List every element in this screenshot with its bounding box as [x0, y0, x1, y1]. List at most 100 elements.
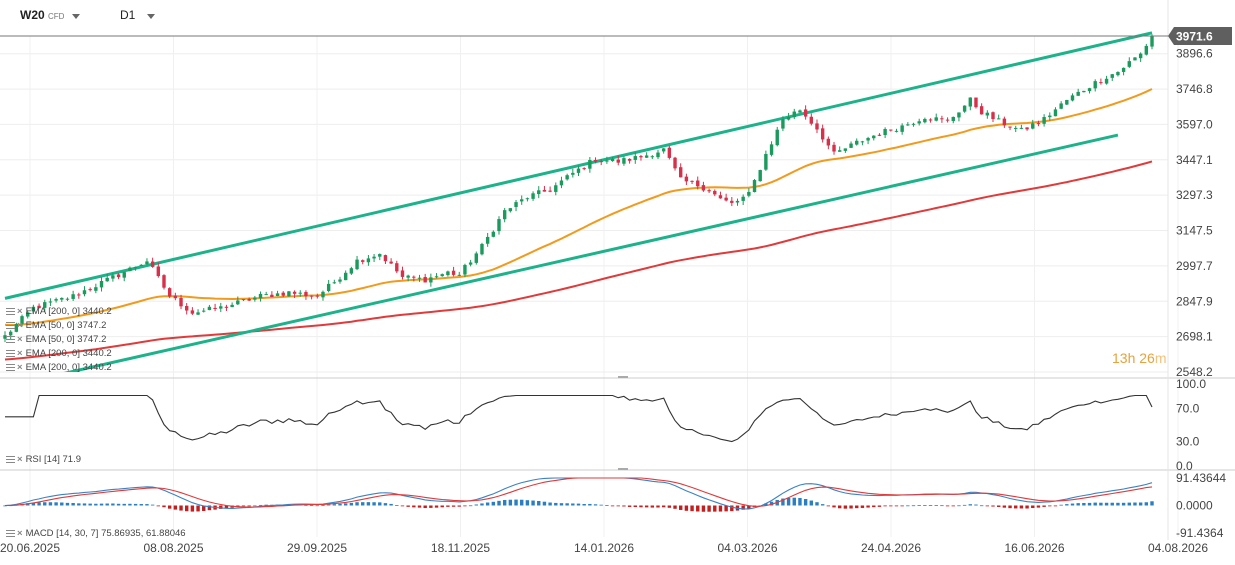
candle — [906, 122, 910, 126]
macd-histogram-bar — [855, 505, 859, 509]
candle — [184, 303, 189, 315]
macd-histogram-bar — [1025, 505, 1029, 509]
candle — [684, 173, 689, 185]
candle — [616, 155, 620, 166]
candle-body — [644, 155, 649, 158]
close-icon[interactable]: × — [17, 362, 23, 373]
candle-body — [82, 290, 87, 295]
candle — [1110, 73, 1114, 81]
macd-histogram-bar — [355, 502, 359, 506]
candle-body — [633, 156, 637, 160]
legend-macd[interactable]: × MACD [14, 30, 7] 75.86935, 61.88046 — [6, 528, 186, 539]
candle — [1008, 126, 1012, 131]
close-icon[interactable]: × — [17, 334, 23, 345]
indicator-menu-icon[interactable] — [6, 335, 15, 343]
macd-histogram-bar — [315, 505, 320, 507]
macd-histogram-bar — [679, 505, 683, 510]
candle-body — [463, 264, 467, 275]
candle-body — [661, 148, 666, 152]
legend-ema50-b[interactable]: × EMA [50, 0] 3747.2 — [6, 334, 106, 345]
candle — [88, 287, 92, 292]
candle — [128, 266, 132, 272]
indicator-menu-icon[interactable] — [6, 455, 15, 463]
candle — [315, 293, 320, 299]
indicator-menu-icon[interactable] — [6, 321, 15, 329]
indicator-menu-icon[interactable] — [6, 363, 15, 371]
legend-ema200-c[interactable]: × EMA [200, 0] 3440.2 — [6, 362, 112, 373]
close-icon[interactable]: × — [17, 348, 23, 359]
close-icon[interactable]: × — [17, 528, 23, 539]
macd-histogram-bar — [502, 500, 507, 506]
legend-rsi[interactable]: × RSI [14] 71.9 — [6, 454, 81, 465]
price-tick-label: 3746.8 — [1176, 82, 1213, 96]
legend-ema50-a[interactable]: × EMA [50, 0] 3747.2 — [6, 320, 106, 331]
candle-body — [446, 271, 450, 276]
macd-histogram-bar — [196, 505, 200, 512]
legend-ema200-b[interactable]: × EMA [200, 0] 3440.2 — [6, 348, 112, 359]
candle-body — [258, 293, 263, 299]
candle — [525, 197, 530, 202]
symbol-dropdown-icon[interactable] — [72, 14, 80, 19]
candle-body — [1082, 90, 1086, 93]
candle — [77, 292, 81, 299]
macd-tick-label: 0.0000 — [1176, 499, 1213, 513]
candle-body — [1025, 127, 1029, 130]
candle — [389, 258, 393, 265]
candle-body — [945, 119, 950, 121]
countdown-unit: m — [1154, 350, 1167, 366]
timeframe-dropdown-icon[interactable] — [147, 14, 155, 19]
candle — [326, 280, 331, 293]
macd-histogram-bar — [639, 505, 643, 508]
indicator-menu-icon[interactable] — [6, 529, 15, 537]
macd-histogram-bar — [122, 503, 126, 506]
candle — [298, 290, 302, 297]
candle-body — [554, 185, 558, 192]
candle — [559, 176, 564, 189]
macd-histogram-bar — [985, 505, 990, 507]
symbol-label[interactable]: W20 — [20, 8, 45, 22]
candle-body — [440, 274, 444, 277]
candle — [1138, 52, 1143, 62]
macd-histogram-bar — [167, 505, 172, 509]
candle — [696, 176, 700, 190]
close-icon[interactable]: × — [17, 454, 23, 465]
macd-histogram-bar — [548, 502, 552, 506]
macd-histogram-bar — [434, 505, 439, 508]
time-tick-label: 04.03.2026 — [717, 541, 777, 555]
candle — [605, 156, 609, 164]
indicator-menu-icon[interactable] — [6, 307, 15, 315]
candle — [923, 117, 927, 124]
candle — [139, 264, 143, 266]
candle-body — [1059, 103, 1063, 109]
macd-histogram-bar — [957, 505, 961, 507]
macd-histogram-bar — [1144, 502, 1149, 506]
macd-histogram-bar — [184, 505, 189, 512]
legend-ema200-a[interactable]: × EMA [200, 0] 3440.2 — [6, 306, 112, 317]
candle — [877, 133, 882, 137]
macd-histogram-bar — [803, 499, 808, 506]
price-tick-label: 2997.7 — [1176, 259, 1213, 273]
close-icon[interactable]: × — [17, 306, 23, 317]
macd-histogram-bar — [26, 503, 30, 506]
candle — [855, 138, 859, 146]
indicator-menu-icon[interactable] — [6, 349, 15, 357]
macd-histogram-bar — [43, 502, 47, 506]
candle — [400, 266, 405, 280]
macd-histogram-bar — [684, 505, 689, 511]
candle — [724, 193, 728, 202]
candle — [196, 309, 200, 316]
macd-histogram-bar — [1042, 505, 1046, 507]
macd-histogram-bar — [894, 505, 899, 507]
candle-body — [281, 292, 285, 296]
candle — [173, 292, 178, 301]
candle — [258, 291, 263, 302]
macd-histogram-bar — [491, 501, 496, 506]
candle — [565, 173, 569, 181]
macd-histogram-bar — [1121, 502, 1126, 506]
close-icon[interactable]: × — [17, 320, 23, 331]
timeframe-label[interactable]: D1 — [120, 8, 136, 22]
candle — [820, 124, 825, 143]
macd-histogram-bar — [116, 503, 121, 506]
candle — [1150, 34, 1154, 50]
